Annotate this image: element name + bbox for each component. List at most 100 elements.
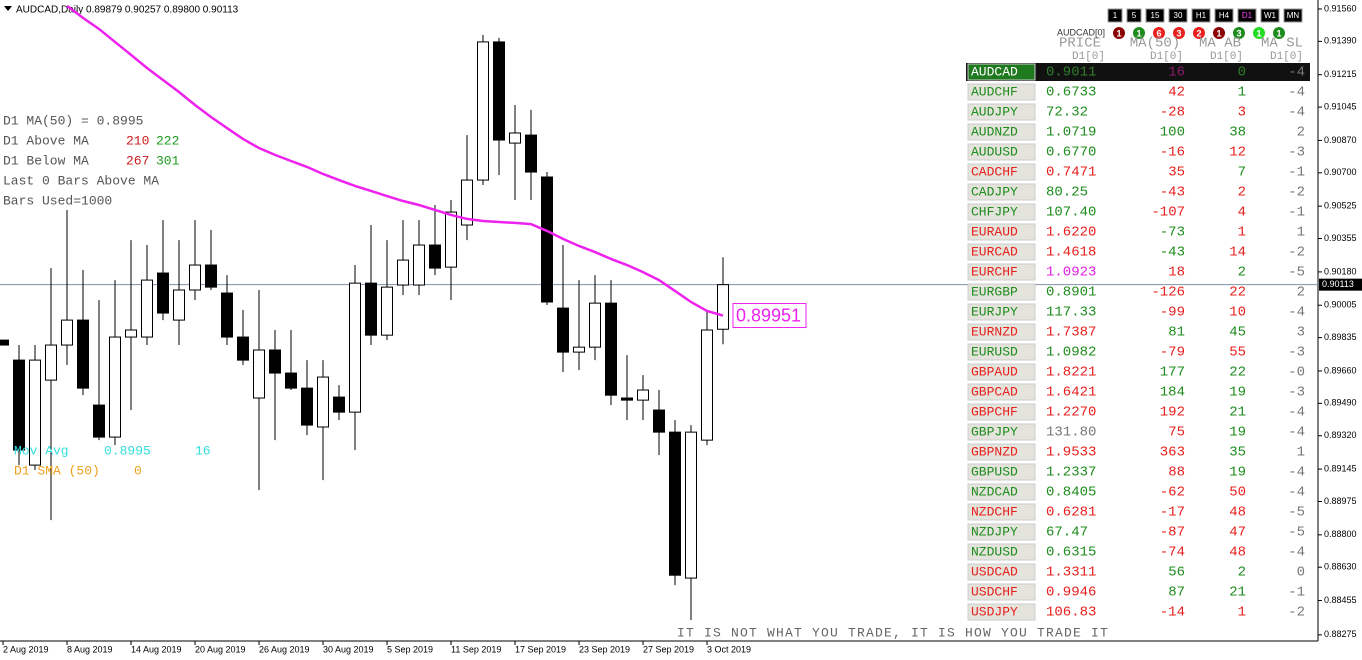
symbol-box[interactable] <box>967 223 1036 241</box>
symbol-box[interactable] <box>967 403 1036 421</box>
symbol[interactable]: CADCHF <box>971 164 1018 179</box>
symbol-box[interactable] <box>967 163 1036 181</box>
symbol-box[interactable] <box>967 563 1036 581</box>
symbol-box[interactable] <box>967 323 1036 341</box>
bull-body <box>317 376 329 428</box>
timeframe-button[interactable] <box>1145 8 1165 23</box>
symbol[interactable]: GBPUSD <box>971 464 1018 479</box>
symbol-box[interactable] <box>967 243 1036 261</box>
y-tick-label: 0.90525 <box>1324 201 1357 211</box>
symbol[interactable]: GBPJPY <box>971 424 1018 439</box>
symbol[interactable]: AUDNZD <box>971 124 1018 139</box>
symbol[interactable]: USDCHF <box>971 584 1018 599</box>
symbol-box[interactable] <box>967 203 1036 221</box>
timeframe-label[interactable]: MN <box>1287 11 1300 20</box>
symbol[interactable]: GBPCAD <box>971 384 1018 399</box>
column-subheader: D1[0] <box>1072 51 1105 63</box>
ma-slope: 3 <box>1297 325 1305 341</box>
timeframe-button[interactable] <box>1126 8 1142 23</box>
symbol[interactable]: USDCAD <box>971 564 1018 579</box>
timeframe-label[interactable]: 30 <box>1174 11 1183 20</box>
symbol-box[interactable] <box>967 543 1036 561</box>
symbol[interactable]: EURNZD <box>971 324 1018 339</box>
symbol[interactable]: AUDCHF <box>971 84 1018 99</box>
timeframe-label[interactable]: W1 <box>1264 11 1277 20</box>
timeframe-button[interactable] <box>1260 8 1280 23</box>
symbol[interactable]: EURCHF <box>971 264 1018 279</box>
symbol[interactable]: NZDJPY <box>971 524 1018 539</box>
timeframe-label[interactable]: D1 <box>1242 11 1253 20</box>
symbol[interactable]: NZDCHF <box>971 504 1018 519</box>
symbol[interactable]: AUDJPY <box>971 104 1018 119</box>
timeframe-button[interactable] <box>1283 8 1303 23</box>
symbol-box[interactable] <box>967 283 1036 301</box>
ma-distance: -79 <box>1160 345 1185 361</box>
symbol-box[interactable] <box>967 383 1036 401</box>
timeframe-label[interactable]: H1 <box>1196 11 1207 20</box>
y-tick-label: 0.89835 <box>1324 332 1357 342</box>
timeframe-button[interactable] <box>1191 8 1211 23</box>
mov-avg-count: 16 <box>195 443 211 458</box>
timeframe-button[interactable] <box>1107 8 1123 23</box>
last-bars: Last 0 Bars Above MA <box>3 173 159 188</box>
menu-arrow[interactable] <box>4 6 12 11</box>
ma-distance: -87 <box>1160 525 1185 541</box>
symbol-box[interactable] <box>967 63 1036 81</box>
price: 1.0982 <box>1046 345 1096 361</box>
timeframe-label[interactable]: 1 <box>1113 11 1118 20</box>
price: 1.2337 <box>1046 465 1096 481</box>
timeframe-button[interactable] <box>1168 8 1188 23</box>
ma-distance: 184 <box>1160 385 1185 401</box>
symbol[interactable]: GBPAUD <box>971 364 1018 379</box>
symbol-box[interactable] <box>967 523 1036 541</box>
timeframe-label[interactable]: H4 <box>1219 11 1230 20</box>
symbol[interactable]: CADJPY <box>971 184 1018 199</box>
symbol[interactable]: GBPNZD <box>971 444 1018 459</box>
symbol[interactable]: USDJPY <box>971 604 1018 619</box>
symbol-box[interactable] <box>967 463 1036 481</box>
signal-dot <box>1253 27 1265 39</box>
symbol-box[interactable] <box>967 343 1036 361</box>
symbol[interactable]: NZDCAD <box>971 484 1018 499</box>
symbol-box[interactable] <box>967 503 1036 521</box>
timeframe-button[interactable] <box>1214 8 1234 23</box>
symbol[interactable]: AUDUSD <box>971 144 1018 159</box>
ma-distance: -99 <box>1160 305 1185 321</box>
symbol[interactable]: EURJPY <box>971 304 1018 319</box>
symbol-box[interactable] <box>967 483 1036 501</box>
ma-above: 21 <box>1229 585 1246 601</box>
symbol-box[interactable] <box>967 423 1036 441</box>
symbol[interactable]: AUDCAD <box>971 64 1018 79</box>
ma-above: 2 <box>1238 565 1246 581</box>
symbol[interactable]: EURAUD <box>971 224 1018 239</box>
symbol-box[interactable] <box>967 363 1036 381</box>
timeframe-button[interactable] <box>1237 8 1257 23</box>
symbol[interactable]: EURCAD <box>971 244 1018 259</box>
symbol-box[interactable] <box>967 123 1036 141</box>
column-header: PRICE <box>1059 36 1101 52</box>
ma-distance: 75 <box>1168 425 1185 441</box>
symbol-box[interactable] <box>967 103 1036 121</box>
bull-body <box>141 279 153 338</box>
symbol[interactable]: NZDUSD <box>971 544 1018 559</box>
symbol-box[interactable] <box>967 83 1036 101</box>
moving-average <box>66 4 724 317</box>
symbol-box[interactable] <box>967 583 1036 601</box>
timeframe-label[interactable]: 15 <box>1151 11 1160 20</box>
symbol-box[interactable] <box>967 183 1036 201</box>
ma-slope: -4 <box>1288 105 1305 121</box>
ma-above: 47 <box>1229 525 1246 541</box>
timeframe-label[interactable]: 5 <box>1132 11 1137 20</box>
ma-distance: 177 <box>1160 365 1185 381</box>
symbol[interactable]: EURUSD <box>971 344 1018 359</box>
symbol-box[interactable] <box>967 303 1036 321</box>
symbol-box[interactable] <box>967 143 1036 161</box>
symbol[interactable]: GBPCHF <box>971 404 1018 419</box>
symbol[interactable]: EURGBP <box>971 284 1018 299</box>
ma-above: 19 <box>1229 385 1246 401</box>
symbol-box[interactable] <box>967 263 1036 281</box>
symbol-box[interactable] <box>967 603 1036 621</box>
symbol-box[interactable] <box>967 443 1036 461</box>
symbol[interactable]: CHFJPY <box>971 204 1018 219</box>
price: 67.47 <box>1046 525 1088 541</box>
